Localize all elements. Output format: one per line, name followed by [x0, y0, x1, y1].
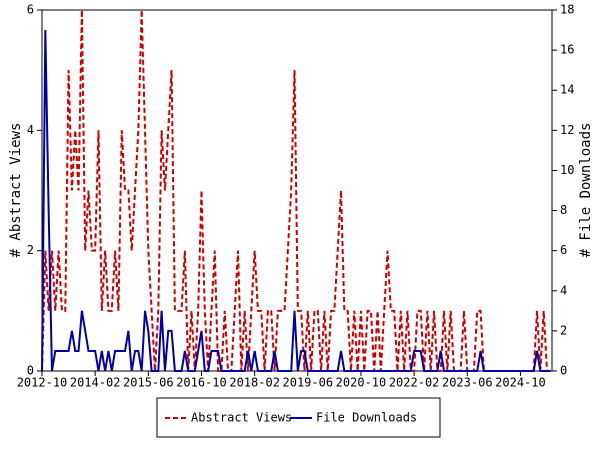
x-tick-label: 2014-02 — [70, 376, 121, 390]
y-tick-label: 0 — [27, 364, 34, 378]
legend-label: File Downloads — [316, 411, 417, 425]
y2-tick-label: 8 — [560, 203, 567, 217]
y-tick-label: 4 — [27, 123, 34, 137]
y-tick-label: 6 — [27, 3, 34, 17]
y2-tick-label: 10 — [560, 163, 574, 177]
y2-axis-label: # File Downloads — [578, 123, 594, 258]
y2-tick-label: 4 — [560, 283, 567, 297]
y2-tick-label: 2 — [560, 323, 567, 337]
y2-tick-label: 6 — [560, 243, 567, 257]
y2-tick-label: 12 — [560, 123, 574, 137]
x-tick-label: 2018-02 — [229, 376, 280, 390]
x-tick-label: 2022-02 — [389, 376, 440, 390]
y2-tick-label: 0 — [560, 364, 567, 378]
x-tick-label: 2015-06 — [123, 376, 174, 390]
x-tick-label: 2024-10 — [495, 376, 546, 390]
x-tick-label: 2023-06 — [442, 376, 493, 390]
legend-box — [156, 397, 441, 438]
y-tick-label: 2 — [27, 243, 34, 257]
x-tick-label: 2020-10 — [336, 376, 387, 390]
x-tick-label: 2012-10 — [17, 376, 68, 390]
y-axis-label: # Abstract Views — [8, 123, 24, 258]
y2-tick-label: 18 — [560, 3, 574, 17]
series-line — [41, 9, 551, 372]
y2-tick-label: 14 — [560, 83, 574, 97]
y2-tick-label: 16 — [560, 43, 574, 57]
x-tick-label: 2016-10 — [176, 376, 227, 390]
series-line — [41, 30, 551, 372]
legend-label: Abstract Views — [191, 411, 292, 425]
x-tick-label: 2019-06 — [283, 376, 334, 390]
